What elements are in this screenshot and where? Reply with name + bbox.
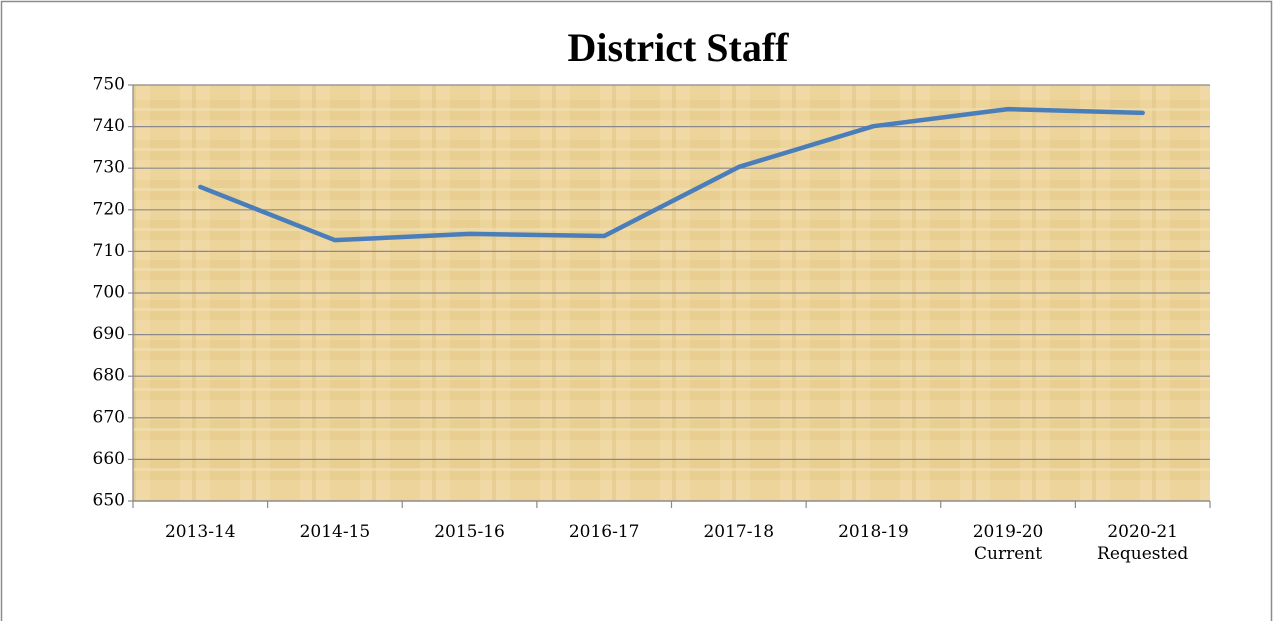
chart-title: District Staff bbox=[567, 25, 789, 70]
y-tick-label: 750 bbox=[93, 75, 125, 95]
data-line bbox=[198, 106, 1145, 243]
y-tick-label: 710 bbox=[93, 241, 125, 261]
y-tick-label: 670 bbox=[93, 407, 125, 427]
x-tick-label: 2015-16 bbox=[434, 522, 505, 542]
y-tick-label: 740 bbox=[93, 116, 125, 136]
y-tick-label: 650 bbox=[93, 491, 125, 511]
x-tick-label: 2016-17 bbox=[568, 522, 640, 542]
x-tick-label: 2020-21 Requested bbox=[1097, 522, 1189, 564]
x-tick-label: 2017-18 bbox=[703, 522, 775, 542]
y-tick-label: 700 bbox=[93, 283, 125, 303]
y-tick-label: 690 bbox=[93, 324, 125, 344]
y-tick-label: 720 bbox=[93, 199, 125, 219]
x-tick-label: 2019-20 Current bbox=[972, 522, 1044, 564]
y-tick-label: 660 bbox=[93, 449, 125, 469]
y-tick-label: 730 bbox=[93, 158, 125, 178]
y-tick-label: 680 bbox=[93, 366, 125, 386]
x-tick-label: 2013-14 bbox=[164, 522, 236, 542]
x-tick-label: 2018-19 bbox=[838, 522, 909, 542]
x-tick-label: 2014-15 bbox=[299, 522, 371, 542]
